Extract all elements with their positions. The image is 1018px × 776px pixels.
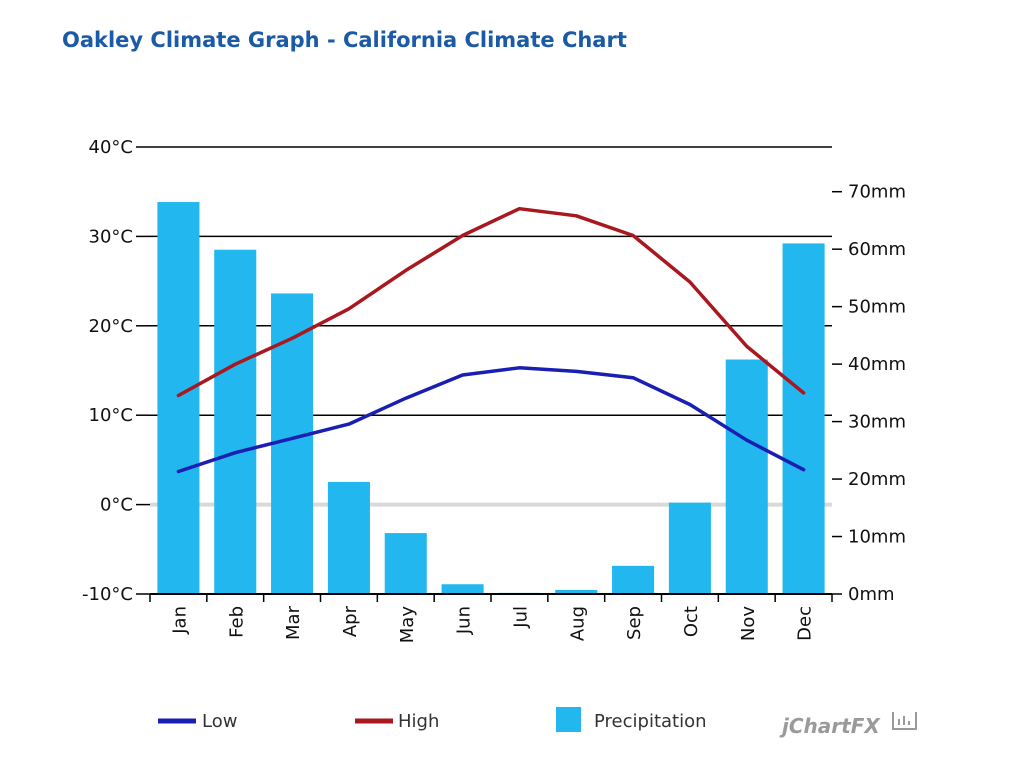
precipitation-bar [384, 533, 427, 594]
x-tick-label: Jan [169, 606, 190, 635]
precipitation-bar [555, 589, 598, 594]
legend-label: Low [202, 711, 237, 732]
x-tick-label: Jul [510, 606, 531, 629]
precipitation-bar [782, 243, 825, 594]
left-tick-label: 0°C [100, 495, 133, 516]
x-tick-label: May [397, 606, 418, 644]
precipitation-bar [214, 249, 257, 594]
right-tick-label: 20mm [848, 469, 906, 490]
x-tick-label: Feb [226, 606, 247, 638]
right-axis-ticks: 70mm 60mm 50mm 40mm 30mm 20mm 10mm 0mm [832, 182, 906, 605]
brand-logo: jChartFX [779, 712, 917, 738]
precipitation-bar [327, 481, 370, 594]
left-tick-label: 20°C [89, 316, 133, 337]
gridlines [150, 146, 832, 507]
left-tick-label: 40°C [89, 137, 133, 158]
x-tick-label: Jun [454, 606, 475, 635]
x-tick-label: Nov [738, 606, 759, 641]
right-tick-label: 40mm [848, 354, 906, 375]
right-tick-label: 30mm [848, 412, 906, 433]
x-tick-label: Dec [795, 606, 816, 641]
series-line-high [176, 206, 806, 398]
x-tick-label: Aug [567, 606, 588, 641]
precipitation-bar [157, 202, 200, 594]
left-axis-ticks: 40°C 30°C 20°C 10°C 0°C -10°C [82, 137, 150, 605]
legend-swatch-precipitation [556, 707, 581, 732]
brand-bars-icon [898, 716, 910, 725]
precipitation-bar [668, 502, 711, 594]
left-tick-label: 10°C [89, 405, 133, 426]
left-tick-label: 30°C [89, 226, 133, 247]
x-tick-label: Apr [340, 605, 361, 637]
precipitation-bars [157, 202, 825, 594]
x-tick-label: Oct [681, 606, 702, 637]
legend-label: Precipitation [594, 711, 707, 732]
brand-text: jChartFX [779, 714, 881, 738]
series-line-low [176, 366, 806, 474]
legend: Low High Precipitation [158, 707, 707, 732]
brand-chart-icon [892, 712, 917, 730]
temperature-lines [176, 206, 806, 474]
chart-title: Oakley Climate Graph - California Climat… [62, 28, 627, 52]
precipitation-bar [441, 584, 484, 594]
right-tick-label: 70mm [848, 182, 906, 203]
right-tick-label: 50mm [848, 297, 906, 318]
x-axis-ticks: Jan Feb Mar Apr May Jun Jul Aug Sep Oct Nov Dec [149, 594, 833, 644]
right-tick-label: 10mm [848, 527, 906, 548]
legend-label: High [398, 711, 439, 732]
x-tick-label: Sep [624, 606, 645, 640]
x-tick-label: Mar [283, 605, 304, 640]
precipitation-bar [725, 359, 768, 594]
right-tick-label: 0mm [848, 584, 895, 605]
right-tick-label: 60mm [848, 239, 906, 260]
left-tick-label: -10°C [82, 584, 133, 605]
precipitation-bar [612, 565, 655, 594]
